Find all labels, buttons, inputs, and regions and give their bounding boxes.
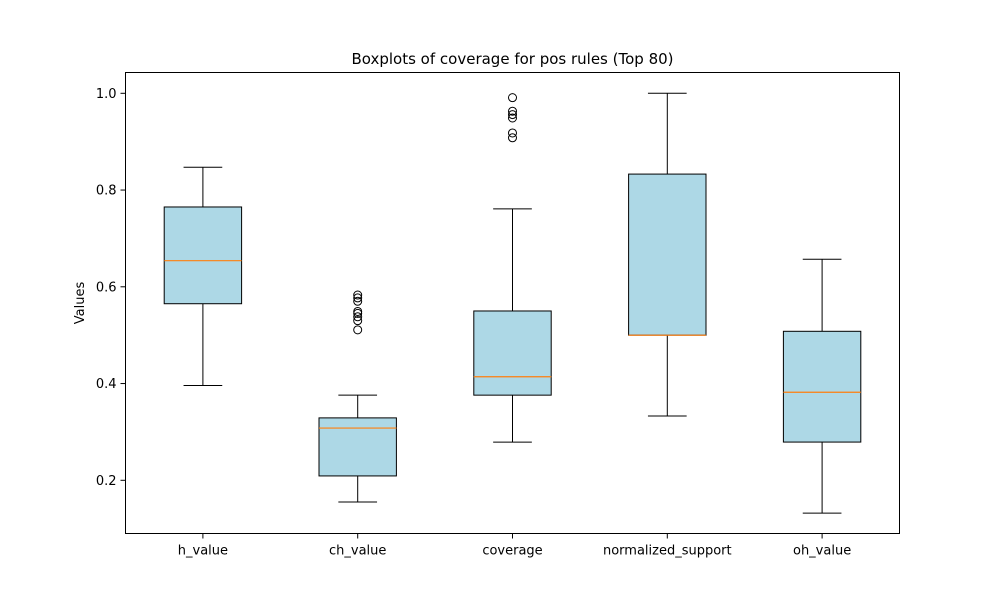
outlier-point bbox=[353, 290, 363, 300]
y-axis-title: Values bbox=[73, 282, 88, 325]
plot-area: 0.2 0.4 0.6 0.8 1.0 h_value ch_value coverage no… bbox=[96, 87, 862, 559]
outlier-point bbox=[508, 110, 517, 120]
outlier-point bbox=[508, 133, 517, 143]
outlier-point bbox=[508, 106, 517, 116]
x-tick-label: oh_value bbox=[793, 544, 851, 559]
chart-title: Boxplots of coverage for pos rules (Top … bbox=[351, 50, 673, 68]
outlier-point bbox=[353, 296, 363, 306]
outlier-point bbox=[353, 312, 363, 322]
outlier-point bbox=[353, 306, 363, 316]
box-normalized_support bbox=[628, 173, 707, 336]
box-coverage bbox=[473, 310, 552, 396]
outlier-point bbox=[353, 316, 363, 326]
x-tick-label: normalized_support bbox=[603, 544, 732, 559]
outlier-point bbox=[353, 325, 363, 335]
box-oh_value bbox=[782, 330, 862, 443]
y-tick-label: 0.8 bbox=[96, 184, 117, 199]
x-tick-label: coverage bbox=[482, 544, 542, 559]
y-tick-label: 1.0 bbox=[96, 87, 117, 102]
box-h_value bbox=[163, 206, 243, 305]
y-tick-label: 0.6 bbox=[96, 280, 117, 295]
y-tick-label: 0.2 bbox=[96, 474, 117, 489]
axes-frame bbox=[125, 72, 900, 534]
outlier-point bbox=[508, 93, 517, 103]
outlier-point bbox=[353, 293, 363, 303]
x-tick-label: h_value bbox=[178, 544, 228, 559]
y-tick-label: 0.4 bbox=[96, 377, 117, 392]
outlier-point bbox=[508, 113, 517, 123]
outlier-point bbox=[508, 128, 517, 138]
box-ch_value bbox=[318, 417, 397, 477]
x-tick-label: ch_value bbox=[329, 544, 386, 559]
